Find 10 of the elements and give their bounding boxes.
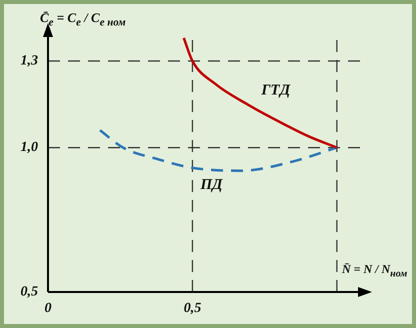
y-tick-label: 1,0 bbox=[20, 140, 38, 156]
y-tick-label: 0,5 bbox=[20, 284, 38, 300]
series-label: ПД bbox=[199, 177, 224, 194]
x-axis-title: N̄ = N / N$_{ном}$ bbox=[342, 262, 408, 280]
y-axis-title: C̄$_{e}$ = C$_{e}$ / C$_{e ном}$ bbox=[40, 10, 126, 29]
line-series bbox=[182, 36, 338, 149]
series-label: ГТД bbox=[260, 82, 291, 99]
y-tick-label: 1,3 bbox=[20, 54, 38, 69]
line-series bbox=[98, 129, 338, 172]
x-tick-label: 0 bbox=[44, 301, 52, 316]
